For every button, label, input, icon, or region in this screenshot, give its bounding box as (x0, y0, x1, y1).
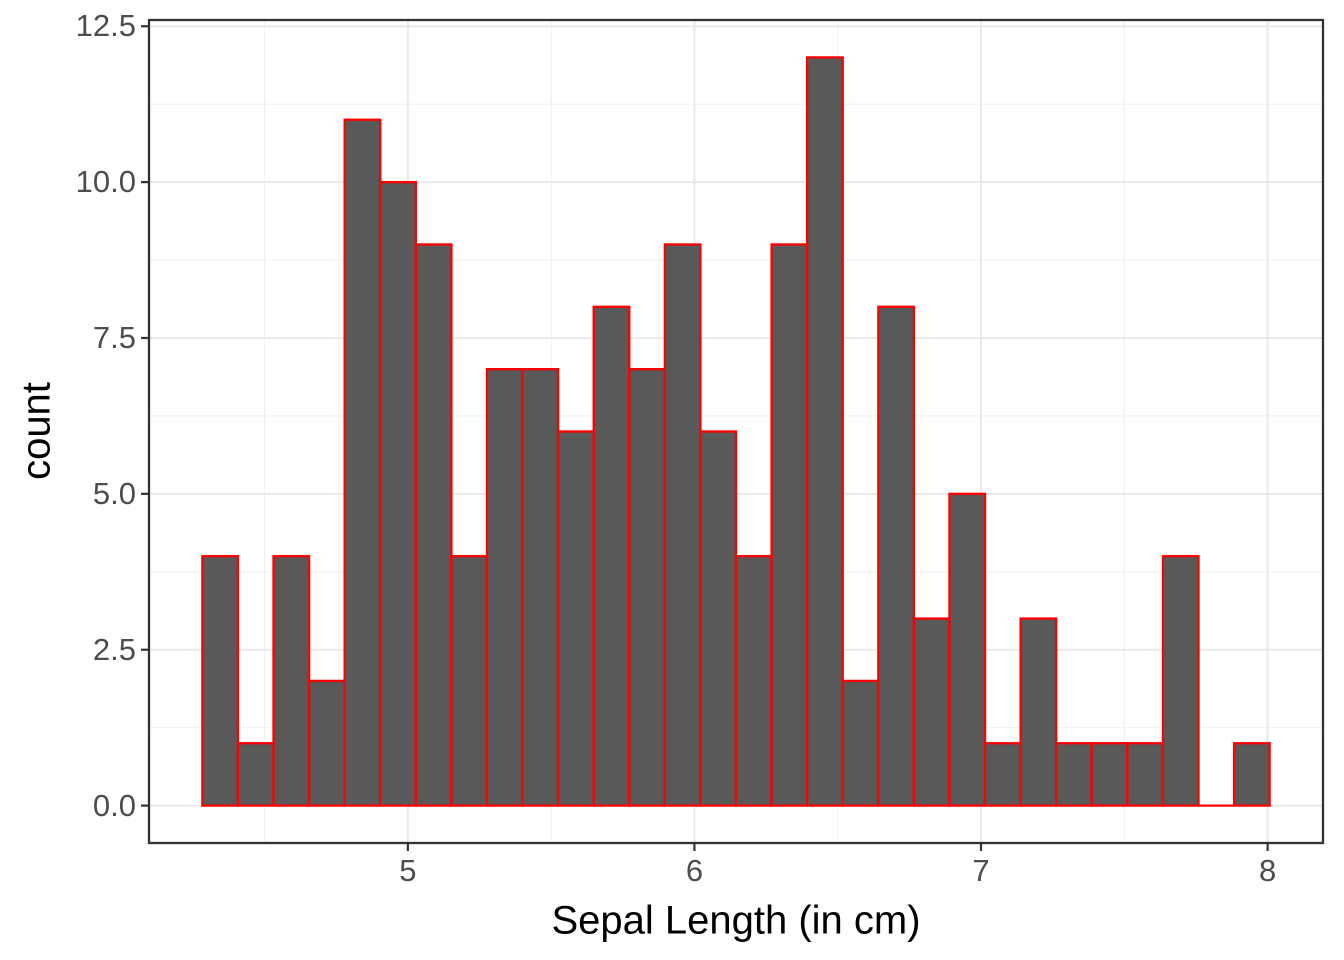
histogram-bar (770, 243, 809, 807)
histogram-bar (1055, 742, 1093, 807)
x-tick-label: 6 (685, 853, 704, 888)
x-tick-label: 7 (972, 853, 990, 888)
y-tick-label: 0.0 (92, 787, 136, 823)
y-tick-label: 2.5 (92, 631, 136, 667)
panel-border (147, 18, 1325, 845)
histogram-bar (450, 555, 489, 807)
histogram-bar (734, 555, 773, 807)
x-axis-title: Sepal Length (in cm) (551, 898, 921, 943)
y-axis-title: count (14, 382, 59, 480)
histogram-bar (201, 555, 240, 807)
histogram-bar (628, 368, 666, 807)
histogram-bar (1019, 617, 1058, 807)
histogram-bar (1090, 742, 1129, 807)
histogram-bar (236, 742, 275, 807)
y-tick-label: 12.5 (75, 8, 136, 44)
histogram-bar (663, 243, 702, 807)
y-tick-label: 10.0 (75, 164, 136, 200)
histogram-bar (1161, 555, 1200, 807)
histogram-bar (556, 430, 595, 807)
y-tick-label: 5.0 (92, 475, 136, 511)
histogram-bar (343, 118, 382, 807)
histogram-bar (1232, 742, 1271, 807)
histogram-bar (983, 742, 1022, 807)
histogram-bar (307, 679, 346, 807)
histogram-bar (699, 430, 738, 807)
histogram-bar (521, 368, 560, 807)
histogram-bar (272, 555, 311, 807)
y-tick-label: 7.5 (92, 319, 136, 355)
histogram-bar (841, 679, 880, 807)
histogram-bar (948, 492, 987, 807)
x-tick-label: 5 (399, 853, 417, 888)
histogram-bar (912, 617, 951, 807)
histogram-bar (592, 305, 631, 807)
histogram-bar (414, 243, 453, 807)
histogram-bar (1126, 742, 1165, 807)
histogram-bar (877, 305, 916, 807)
histogram-bar (485, 368, 524, 807)
histogram-bar (806, 56, 844, 807)
histogram-bar (379, 180, 417, 807)
x-tick-label: 8 (1258, 853, 1277, 888)
